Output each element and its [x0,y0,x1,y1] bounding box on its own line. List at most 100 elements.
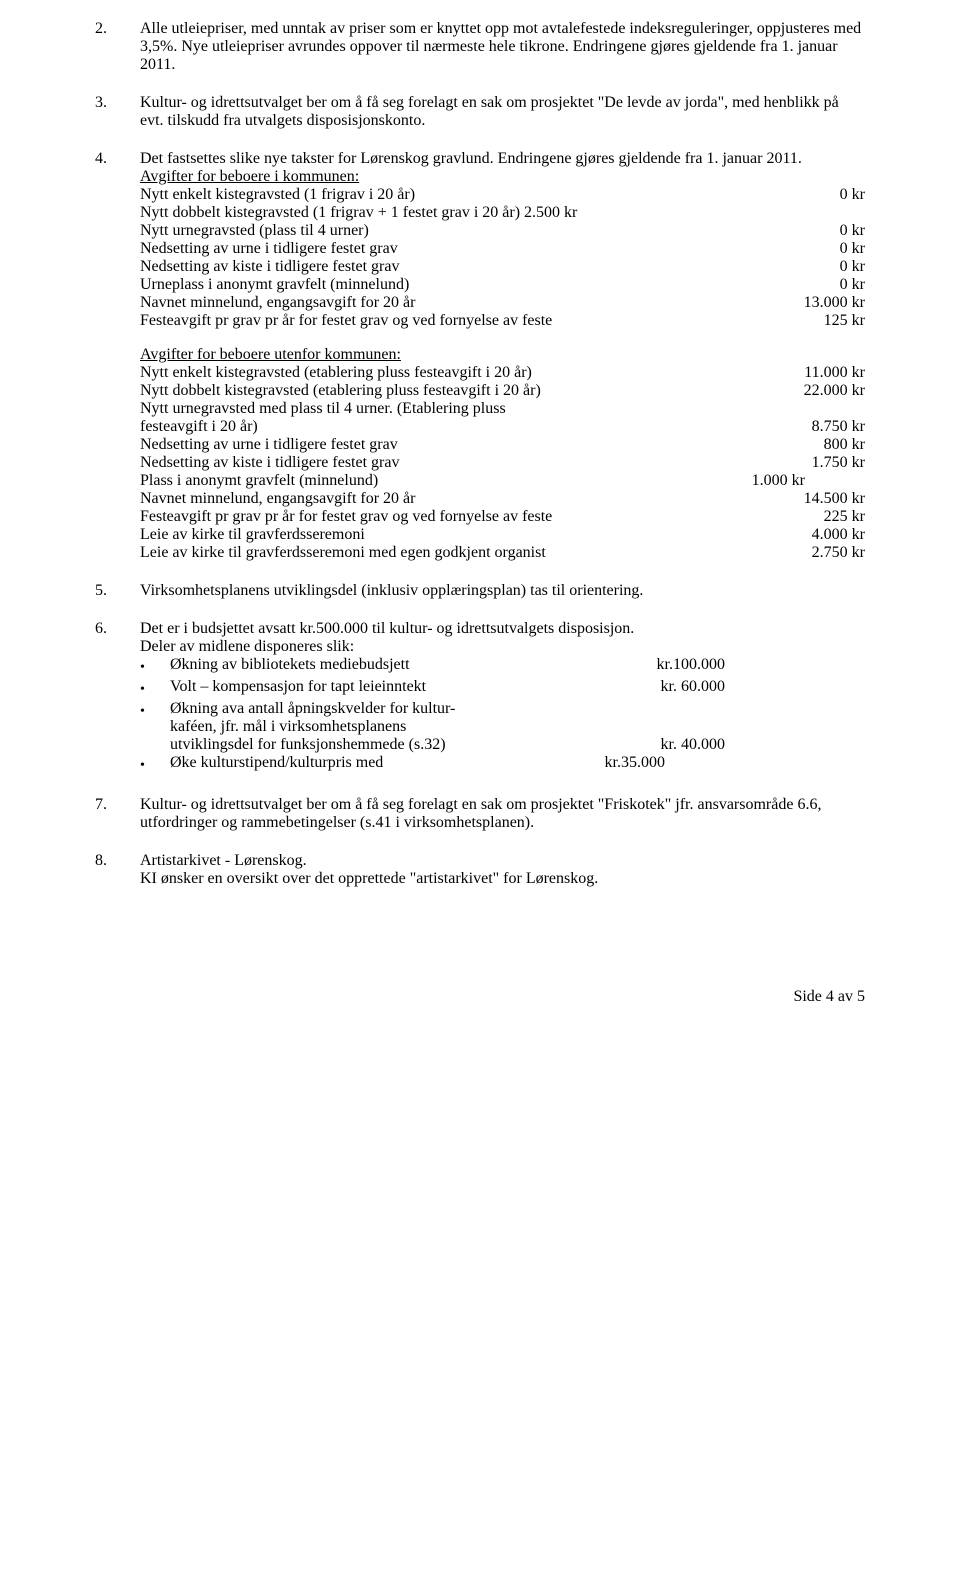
bullet-mark: • [140,656,170,678]
bullet-body: Økning ava antall åpningskvelder for kul… [170,700,865,754]
fee-label: Urneplass i anonymt gravfelt (minnelund) [140,276,840,294]
fee-label: festeavgift i 20 år) [140,418,812,436]
fee-label: Nedsetting av kiste i tidligere festet g… [140,454,812,472]
bullet-value: kr. 60.000 [661,678,865,696]
bullet-mark: • [140,754,170,776]
item-text: Kultur- og idrettsutvalget ber om å få s… [140,94,865,130]
list-item-6: 6. Det er i budsjettet avsatt kr.500.000… [95,620,865,776]
bullet-item: •Øke kulturstipend/kulturpris medkr.35.0… [140,754,865,776]
fee-row: Navnet minnelund, engangsavgift for 20 å… [140,294,865,312]
bullet-item: •Volt – kompensasjon for tapt leieinntek… [140,678,865,700]
fee-label: Leie av kirke til gravferdsseremoni med … [140,544,812,562]
fee-value: 0 kr [840,258,865,276]
bullet-value: kr.100.000 [657,656,865,674]
bullet-label: utviklingsdel for funksjonshemmede (s.32… [170,736,661,754]
fee-row: festeavgift i 20 år)8.750 kr [140,418,865,436]
document-page: 2. Alle utleiepriser, med unntak av pris… [0,0,960,948]
fee-label: Nytt urnegravsted (plass til 4 urner) [140,222,840,240]
bullet-line: kaféen, jfr. mål i virksomhetsplanens [170,718,865,736]
fee-row: Festeavgift pr grav pr år for festet gra… [140,312,865,330]
page-footer: Side 4 av 5 [0,948,960,1006]
bullet-value-row: Økning av bibliotekets mediebudsjettkr.1… [170,656,865,674]
fee-value: 1.750 kr [812,454,865,472]
bullet-value-row: Volt – kompensasjon for tapt leieinntekt… [170,678,865,696]
fee-row: Navnet minnelund, engangsavgift for 20 å… [140,490,865,508]
fee-value: 0 kr [840,240,865,258]
bullet-value: kr. 40.000 [661,736,865,754]
bullet-label: Øke kulturstipend/kulturpris med [170,754,605,772]
fee-value: 0 kr [840,222,865,240]
item-intro-line: Det er i budsjettet avsatt kr.500.000 ti… [140,620,865,638]
fee-label: Leie av kirke til gravferdsseremoni [140,526,812,544]
fee-label: Nedsetting av urne i tidligere festet gr… [140,240,840,258]
fee-label: Nytt dobbelt kistegravsted (1 frigrav + … [140,204,865,222]
fee-value: 13.000 kr [804,294,865,312]
fee-label: Festeavgift pr grav pr år for festet gra… [140,312,824,330]
fee-label: Nedsetting av urne i tidligere festet gr… [140,436,824,454]
fee-row: Plass i anonymt gravfelt (minnelund)1.00… [140,472,865,490]
fee-value: 8.750 kr [812,418,865,436]
list-item-3: 3. Kultur- og idrettsutvalget ber om å f… [95,94,865,130]
fee-value: 14.500 kr [804,490,865,508]
fee-label: Navnet minnelund, engangsavgift for 20 å… [140,294,804,312]
list-item-2: 2. Alle utleiepriser, med unntak av pris… [95,20,865,74]
fee-row: Nytt enkelt kistegravsted (1 frigrav i 2… [140,186,865,204]
fee-row: Nytt urnegravsted (plass til 4 urner)0 k… [140,222,865,240]
fee-value: 125 kr [824,312,865,330]
fee-row: Nytt urnegravsted med plass til 4 urner.… [140,400,865,418]
item-text: Kultur- og idrettsutvalget ber om å få s… [140,796,865,832]
item-intro: Det fastsettes slike nye takster for Lør… [140,150,865,168]
fee-row: Nedsetting av kiste i tidligere festet g… [140,258,865,276]
list-item-7: 7. Kultur- og idrettsutvalget ber om å f… [95,796,865,832]
fee-value: 2.750 kr [812,544,865,562]
bullet-item: •Økning ava antall åpningskvelder for ku… [140,700,865,754]
fee-value: 0 kr [840,276,865,294]
bullet-value: kr.35.000 [605,754,865,772]
fee-label: Festeavgift pr grav pr år for festet gra… [140,508,824,526]
fee-row: Nedsetting av urne i tidligere festet gr… [140,240,865,258]
bullet-label: Volt – kompensasjon for tapt leieinntekt [170,678,661,696]
item-body: Virksomhetsplanens utviklingsdel (inklus… [140,582,865,600]
fee-label: Nedsetting av kiste i tidligere festet g… [140,258,840,276]
bullet-item: •Økning av bibliotekets mediebudsjettkr.… [140,656,865,678]
bullet-label: Økning av bibliotekets mediebudsjett [170,656,657,674]
list-item-8: 8. Artistarkivet - Lørenskog. KI ønsker … [95,852,865,888]
fee-value: 4.000 kr [812,526,865,544]
fee-label: Plass i anonymt gravfelt (minnelund) [140,472,752,490]
item-number: 5. [95,582,140,600]
item-text: Alle utleiepriser, med unntak av priser … [140,20,865,74]
fee-label: Nytt enkelt kistegravsted (etablering pl… [140,364,804,382]
subsection-title: Avgifter for beboere i kommunen: [140,168,865,186]
item-body: Artistarkivet - Lørenskog. KI ønsker en … [140,852,865,888]
fee-row: Urneplass i anonymt gravfelt (minnelund)… [140,276,865,294]
item-text: Virksomhetsplanens utviklingsdel (inklus… [140,582,865,600]
fee-value: 225 kr [824,508,865,526]
bullet-value-row: utviklingsdel for funksjonshemmede (s.32… [170,736,865,754]
fee-value: 22.000 kr [804,382,865,400]
fee-row: Leie av kirke til gravferdsseremoni4.000… [140,526,865,544]
fee-row: Festeavgift pr grav pr år for festet gra… [140,508,865,526]
bullet-mark: • [140,678,170,700]
bullet-body: Øke kulturstipend/kulturpris medkr.35.00… [170,754,865,772]
fee-row: Leie av kirke til gravferdsseremoni med … [140,544,865,562]
fee-list-residents: Nytt enkelt kistegravsted (1 frigrav i 2… [140,186,865,330]
item-body: Kultur- og idrettsutvalget ber om å få s… [140,94,865,130]
fee-row: Nytt enkelt kistegravsted (etablering pl… [140,364,865,382]
item-number: 6. [95,620,140,776]
fee-label: Nytt enkelt kistegravsted (1 frigrav i 2… [140,186,840,204]
list-item-4: 4. Det fastsettes slike nye takster for … [95,150,865,562]
fee-value: 0 kr [840,186,865,204]
item-number: 8. [95,852,140,888]
budget-bullet-list: •Økning av bibliotekets mediebudsjettkr.… [140,656,865,776]
fee-row: Nytt dobbelt kistegravsted (etablering p… [140,382,865,400]
item-body: Det er i budsjettet avsatt kr.500.000 ti… [140,620,865,776]
item-text-line: KI ønsker en oversikt over det oppretted… [140,870,865,888]
item-intro-line: Deler av midlene disponeres slik: [140,638,865,656]
fee-row: Nedsetting av urne i tidligere festet gr… [140,436,865,454]
bullet-value-row: Øke kulturstipend/kulturpris medkr.35.00… [170,754,865,772]
bullet-line: Økning ava antall åpningskvelder for kul… [170,700,865,718]
fee-row: Nedsetting av kiste i tidligere festet g… [140,454,865,472]
bullet-mark: • [140,700,170,722]
fee-label: Navnet minnelund, engangsavgift for 20 å… [140,490,804,508]
fee-label: Nytt dobbelt kistegravsted (etablering p… [140,382,804,400]
